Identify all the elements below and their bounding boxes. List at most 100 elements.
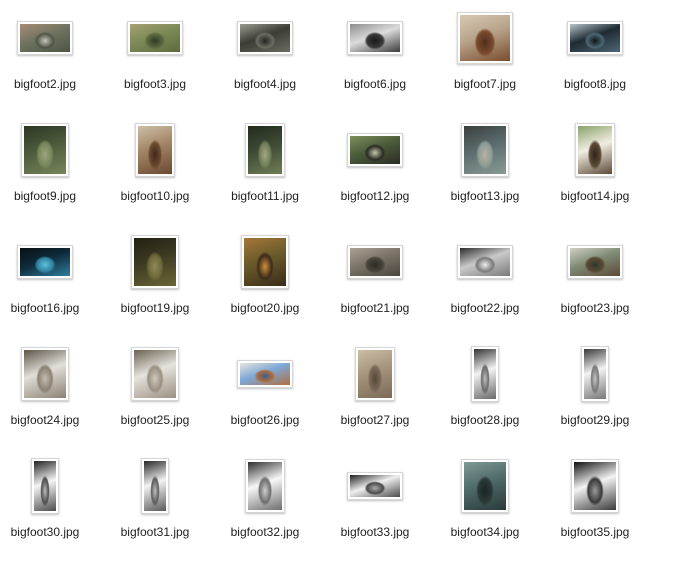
file-item[interactable]: bigfoot21.jpg xyxy=(320,228,430,340)
file-item[interactable]: bigfoot4.jpg xyxy=(210,4,320,116)
image-preview xyxy=(134,350,176,398)
file-item[interactable]: bigfoot16.jpg xyxy=(0,228,100,340)
file-item[interactable]: bigfoot29.jpg xyxy=(540,340,650,452)
file-item[interactable]: bigfoot28.jpg xyxy=(430,340,540,452)
night-scene-thumbnail[interactable] xyxy=(567,21,623,55)
forest-figure-thumbnail[interactable] xyxy=(347,133,403,167)
file-item[interactable]: bigfoot14.jpg xyxy=(540,116,650,228)
sketch-figure-thumbnail[interactable] xyxy=(31,458,59,514)
file-item[interactable]: bigfoot12.jpg xyxy=(320,116,430,228)
file-item[interactable]: bigfoot8.jpg xyxy=(540,4,650,116)
face-drawing-thumbnail[interactable] xyxy=(571,459,619,513)
file-item[interactable]: bigfoot34.jpg xyxy=(430,452,540,564)
thumbnail-area xyxy=(320,116,430,186)
file-name-label: bigfoot33.jpg xyxy=(340,525,410,539)
image-preview xyxy=(584,349,606,399)
file-item[interactable]: bigfoot30.jpg xyxy=(0,452,100,564)
file-name-label: bigfoot9.jpg xyxy=(13,189,77,203)
thumbnail-area xyxy=(430,4,540,74)
stamp-thumbnail[interactable] xyxy=(567,245,623,279)
thumbnail-area xyxy=(320,4,430,74)
image-preview xyxy=(24,350,66,398)
file-name-label: bigfoot30.jpg xyxy=(10,525,80,539)
rock-carving-thumbnail[interactable] xyxy=(355,347,395,401)
file-item[interactable]: bigfoot33.jpg xyxy=(320,452,430,564)
file-item[interactable]: bigfoot9.jpg xyxy=(0,116,100,228)
image-preview xyxy=(570,24,620,52)
image-preview xyxy=(460,15,510,61)
file-name-label: bigfoot26.jpg xyxy=(230,413,300,427)
forest-figure-thumbnail[interactable] xyxy=(461,123,509,177)
file-name-label: bigfoot4.jpg xyxy=(233,77,297,91)
silhouette-thumbnail[interactable] xyxy=(17,245,73,279)
image-preview xyxy=(130,24,180,52)
forest-photo-thumbnail[interactable] xyxy=(21,123,69,177)
file-name-label: bigfoot34.jpg xyxy=(450,525,520,539)
file-name-label: bigfoot35.jpg xyxy=(560,525,630,539)
thumbnail-area xyxy=(0,340,100,410)
forest-photo-thumbnail[interactable] xyxy=(17,21,73,55)
file-item[interactable]: bigfoot25.jpg xyxy=(100,340,210,452)
file-item[interactable]: bigfoot23.jpg xyxy=(540,228,650,340)
file-item[interactable]: bigfoot22.jpg xyxy=(430,228,540,340)
image-preview xyxy=(350,248,400,276)
image-preview xyxy=(570,248,620,276)
file-item[interactable]: bigfoot24.jpg xyxy=(0,340,100,452)
file-item[interactable]: bigfoot13.jpg xyxy=(430,116,540,228)
file-item[interactable]: bigfoot31.jpg xyxy=(100,452,210,564)
sketch-thumbnail[interactable] xyxy=(131,347,179,401)
file-name-label: bigfoot6.jpg xyxy=(343,77,407,91)
snow-figure-thumbnail[interactable] xyxy=(347,21,403,55)
image-preview xyxy=(138,126,172,174)
file-name-label: bigfoot7.jpg xyxy=(453,77,517,91)
image-preview xyxy=(20,248,70,276)
file-name-label: bigfoot28.jpg xyxy=(450,413,520,427)
forest-figure-thumbnail[interactable] xyxy=(131,235,179,289)
image-preview xyxy=(350,475,400,497)
file-item[interactable]: bigfoot32.jpg xyxy=(210,452,320,564)
forest-figure-thumbnail[interactable] xyxy=(461,459,509,513)
thumbnail-area xyxy=(320,228,430,298)
file-item[interactable]: bigfoot35.jpg xyxy=(540,452,650,564)
file-item[interactable]: bigfoot10.jpg xyxy=(100,116,210,228)
bw-photo-thumbnail[interactable] xyxy=(457,245,513,279)
file-name-label: bigfoot29.jpg xyxy=(560,413,630,427)
sketch-figure-thumbnail[interactable] xyxy=(471,346,499,402)
image-preview xyxy=(574,462,616,510)
sketch-thumbnail[interactable] xyxy=(21,347,69,401)
image-preview xyxy=(144,461,166,511)
illustration-thumbnail[interactable] xyxy=(575,123,615,177)
file-name-label: bigfoot3.jpg xyxy=(123,77,187,91)
bigfoot-figure-thumbnail[interactable] xyxy=(135,123,175,177)
file-item[interactable]: bigfoot27.jpg xyxy=(320,340,430,452)
image-preview xyxy=(474,349,496,399)
bigfoot-figure-thumbnail[interactable] xyxy=(457,12,513,64)
image-preview xyxy=(240,24,290,52)
file-item[interactable]: bigfoot3.jpg xyxy=(100,4,210,116)
meadow-photo-thumbnail[interactable] xyxy=(127,21,183,55)
face-drawing-thumbnail[interactable] xyxy=(347,472,403,500)
file-item[interactable]: bigfoot20.jpg xyxy=(210,228,320,340)
file-item[interactable]: bigfoot6.jpg xyxy=(320,4,430,116)
thumbnail-area xyxy=(540,4,650,74)
sketch-figure-thumbnail[interactable] xyxy=(245,459,285,513)
file-name-label: bigfoot8.jpg xyxy=(563,77,627,91)
thumbnail-area xyxy=(0,4,100,74)
file-item[interactable]: bigfoot7.jpg xyxy=(430,4,540,116)
sketch-figure-thumbnail[interactable] xyxy=(141,458,169,514)
landscape-thumbnail[interactable] xyxy=(237,360,293,388)
file-item[interactable]: bigfoot11.jpg xyxy=(210,116,320,228)
file-item[interactable]: bigfoot2.jpg xyxy=(0,4,100,116)
forest-photo-thumbnail[interactable] xyxy=(237,21,293,55)
file-item[interactable]: bigfoot26.jpg xyxy=(210,340,320,452)
thumbnail-area xyxy=(100,4,210,74)
forest-figure-thumbnail[interactable] xyxy=(245,123,285,177)
file-name-label: bigfoot32.jpg xyxy=(230,525,300,539)
image-preview xyxy=(134,238,176,286)
file-item[interactable]: bigfoot19.jpg xyxy=(100,228,210,340)
image-preview xyxy=(24,126,66,174)
sketch-figure-thumbnail[interactable] xyxy=(581,346,609,402)
poster-thumbnail[interactable] xyxy=(241,235,289,289)
thumbnail-area xyxy=(540,116,650,186)
forest-photo-thumbnail[interactable] xyxy=(347,245,403,279)
